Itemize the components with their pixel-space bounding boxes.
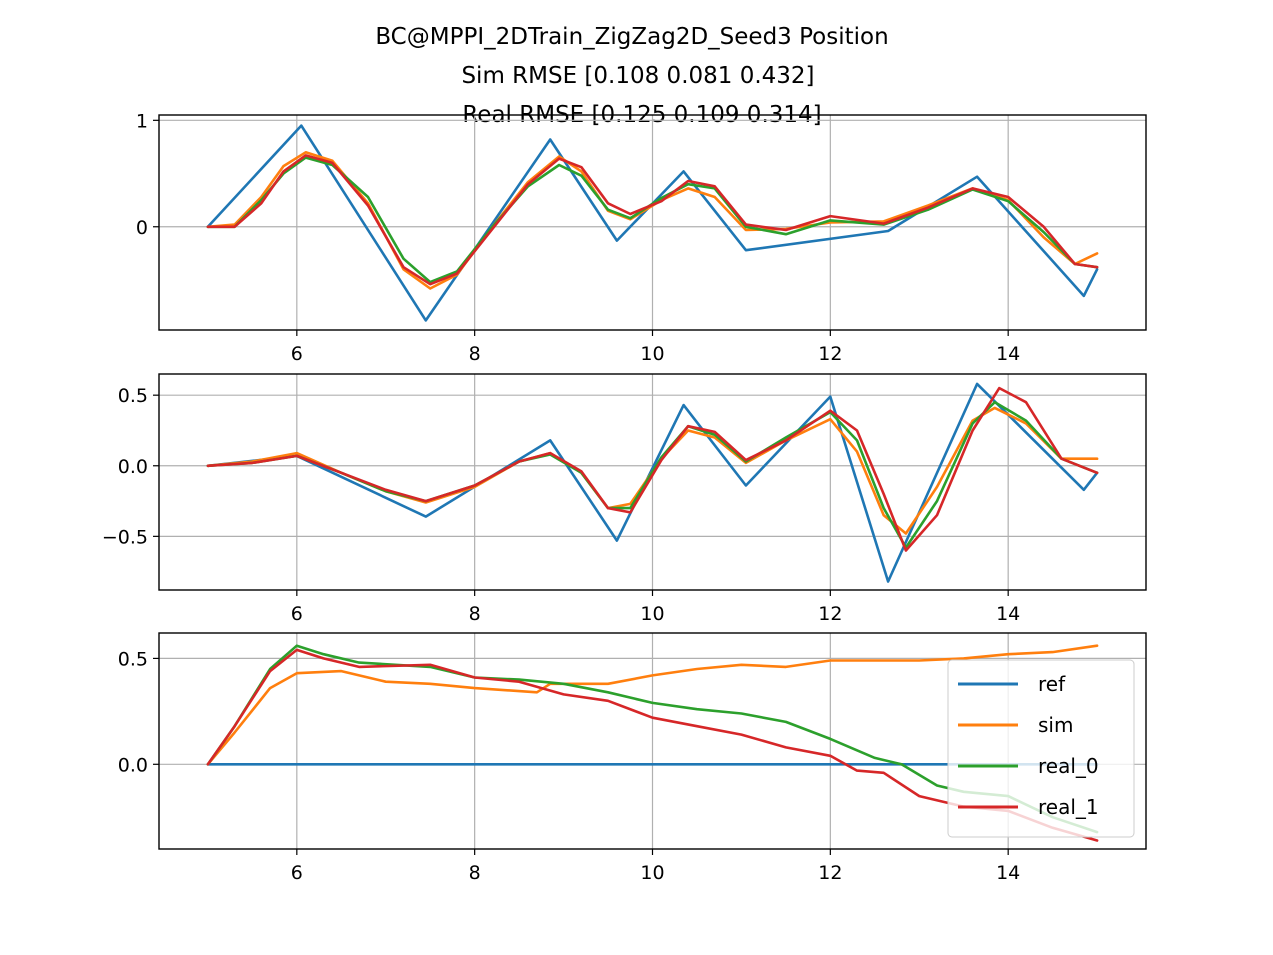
series-line-sim [206, 644, 1099, 766]
x-tick-label: 10 [640, 862, 664, 884]
x-tick-label: 8 [469, 862, 481, 884]
x-tick-label: 14 [996, 343, 1020, 365]
legend-label-sim: sim [1038, 713, 1073, 737]
y-tick-label: 1 [136, 110, 148, 132]
legend-label-real-1: real_1 [1038, 795, 1099, 819]
series-line-real-1 [206, 648, 1099, 842]
series-line-real-1 [206, 154, 1099, 286]
series-line-real-0 [206, 156, 1099, 284]
x-tick-label: 6 [291, 862, 303, 884]
x-tick-label: 6 [291, 343, 303, 365]
y-tick-label: 0.5 [118, 385, 148, 407]
x-tick-label: 8 [469, 343, 481, 365]
x-tick-label: 14 [996, 603, 1020, 625]
y-tick-label: 0.0 [118, 754, 148, 776]
y-tick-label: 0.5 [118, 648, 148, 670]
legend-box [947, 659, 1135, 838]
x-tick-label: 8 [469, 603, 481, 625]
legend-label-ref: ref [1038, 672, 1066, 696]
title-line-2: Sim RMSE [0.108 0.081 0.432] [461, 63, 814, 89]
x-tick-label: 12 [818, 603, 842, 625]
y-tick-label: −0.5 [102, 526, 148, 548]
legend: ref sim real_0 real_1 [947, 659, 1135, 838]
legend-label-real-0: real_0 [1038, 754, 1099, 778]
x-tick-label: 12 [818, 343, 842, 365]
series-line-real-1 [206, 386, 1099, 552]
x-tick-label: 6 [291, 603, 303, 625]
x-tick-label: 12 [818, 862, 842, 884]
x-tick-label: 10 [640, 343, 664, 365]
title-line-1: BC@MPPI_2DTrain_ZigZag2D_Seed3 Position [375, 24, 888, 50]
series-line-ref [206, 124, 1099, 322]
series-line-real-0 [206, 644, 1099, 834]
y-tick-label: 0.0 [118, 456, 148, 478]
y-tick-label: 0 [136, 217, 148, 239]
x-tick-label: 10 [640, 603, 664, 625]
x-tick-label: 14 [996, 862, 1020, 884]
chart-title: BC@MPPI_2DTrain_ZigZag2D_Seed3 Position … [375, 24, 888, 128]
subplot-z-position: 6 8 10 12 14 0.5 0.0 [118, 632, 1147, 884]
subplot-y-position: 6 8 10 12 14 0.5 0.0 −0.5 [102, 373, 1147, 625]
